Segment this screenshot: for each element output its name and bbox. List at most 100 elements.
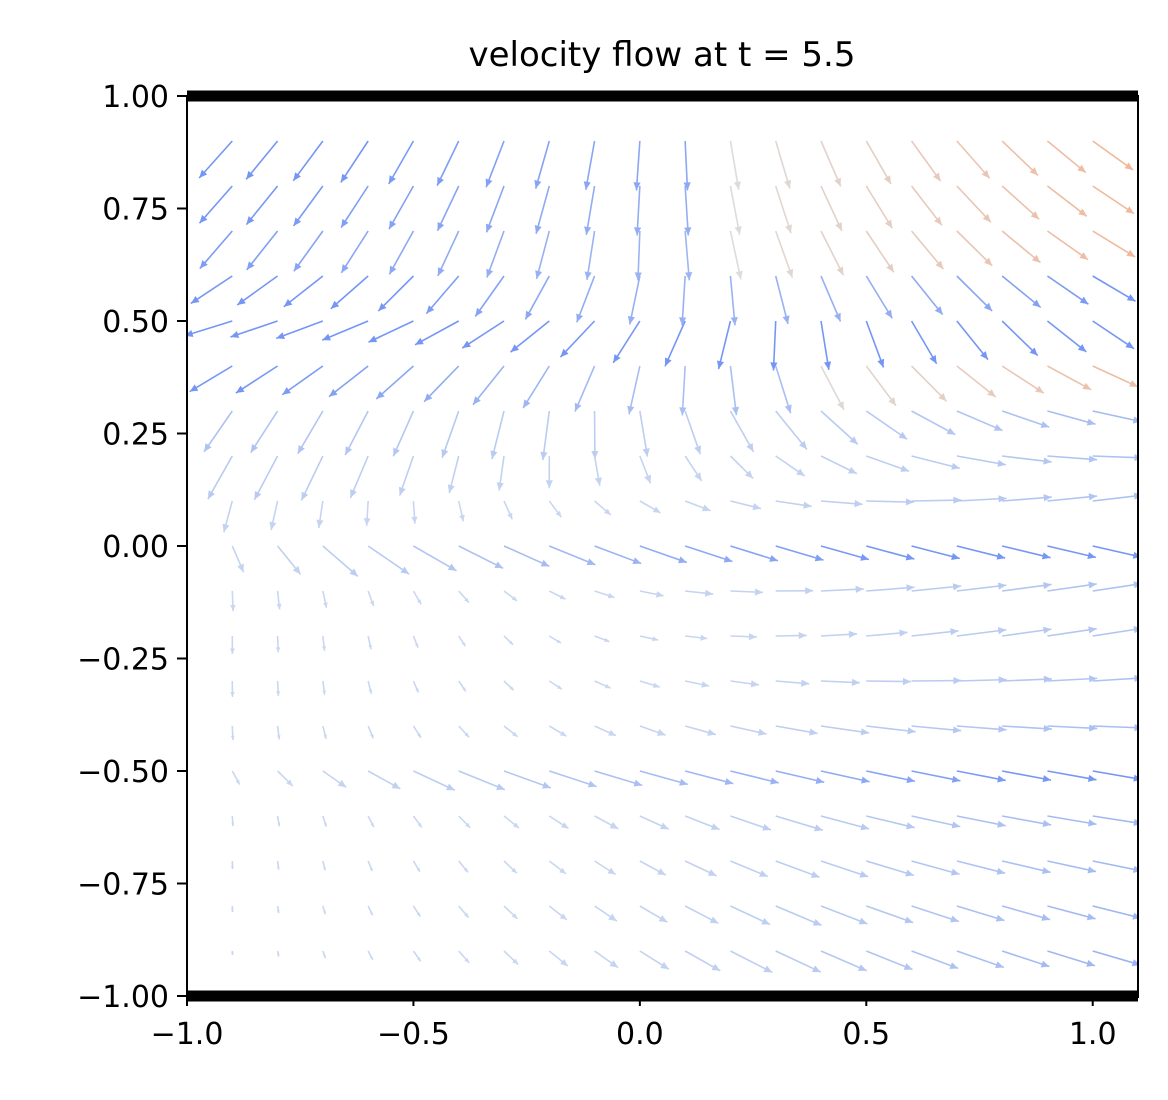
velocity-arrow [198, 140, 233, 179]
velocity-arrow [1002, 678, 1052, 682]
velocity-arrow-head [545, 480, 553, 489]
velocity-arrow-head [246, 170, 254, 180]
velocity-arrow-head [511, 596, 518, 601]
velocity-arrow-head [762, 823, 771, 831]
velocity-arrow [774, 275, 789, 325]
velocity-arrow-head [1087, 866, 1097, 874]
velocity-arrow [684, 185, 690, 236]
velocity-arrow-head [707, 869, 717, 876]
velocity-arrow [1002, 725, 1052, 730]
y-tick-label: 0.00 [102, 530, 169, 565]
velocity-arrow-head [231, 865, 234, 869]
velocity-arrow-head [323, 823, 327, 827]
velocity-arrow-head [982, 213, 991, 223]
velocity-arrow-head [1133, 581, 1138, 589]
velocity-arrow-head [855, 585, 864, 593]
velocity-arrow-head [587, 780, 597, 788]
velocity-arrow-head [222, 523, 230, 533]
velocity-arrow [1002, 496, 1052, 502]
velocity-arrow-head [277, 823, 281, 827]
velocity-arrow-head [559, 913, 567, 920]
velocity-arrow-head [786, 268, 794, 278]
velocity-arrow-head [609, 960, 619, 968]
velocity-arrow [474, 275, 505, 317]
velocity-arrow [684, 770, 734, 785]
velocity-arrow-head [560, 959, 568, 967]
velocity-arrow [425, 275, 460, 315]
velocity-arrow [866, 725, 916, 733]
velocity-arrow-head [337, 779, 347, 788]
y-tick-label: 0.50 [102, 305, 169, 340]
velocity-arrow-head [1041, 552, 1051, 560]
velocity-arrow-head [784, 179, 792, 189]
velocity-arrow-head [437, 176, 444, 186]
velocity-arrow-head [952, 583, 962, 591]
velocity-arrow-head [283, 298, 293, 307]
velocity-arrow-head [951, 462, 960, 470]
velocity-arrow [413, 545, 457, 572]
velocity-arrow-head [950, 628, 959, 636]
velocity-arrow-head [983, 302, 993, 311]
velocity-arrow-head [613, 354, 621, 363]
velocity-arrow [246, 230, 279, 271]
velocity-arrow [956, 140, 991, 179]
velocity-arrow-head [486, 268, 494, 278]
velocity-arrow [368, 320, 414, 343]
velocity-arrow-head [723, 555, 733, 563]
velocity-arrow [190, 275, 233, 305]
velocity-arrow [293, 230, 324, 272]
velocity-arrow-head [417, 822, 422, 828]
x-tick-label: −0.5 [377, 1017, 450, 1052]
velocity-arrow-head [437, 222, 445, 231]
velocity-arrow [775, 770, 825, 784]
velocity-arrow-head [512, 822, 520, 829]
velocity-arrow [594, 770, 643, 787]
velocity-arrow [1092, 320, 1135, 350]
velocity-arrow [820, 140, 842, 187]
velocity-arrow [1092, 365, 1138, 388]
velocity-arrow [524, 275, 550, 320]
velocity-arrow [729, 275, 736, 326]
velocity-arrow [956, 815, 1006, 827]
velocity-arrow-head [292, 565, 301, 575]
velocity-arrow-head [785, 224, 792, 234]
velocity-arrow [503, 770, 552, 789]
velocity-arrow [1001, 950, 1050, 968]
velocity-arrow-head [906, 584, 915, 592]
velocity-arrow-head [464, 732, 470, 738]
velocity-arrow-head [1133, 626, 1138, 634]
velocity-arrow-head [1079, 252, 1089, 260]
velocity-arrow-head [898, 431, 908, 440]
velocity-arrow [1002, 583, 1052, 592]
velocity-arrow-head [1042, 775, 1052, 783]
velocity-arrow-head [997, 459, 1006, 467]
velocity-arrow-head [694, 445, 702, 455]
velocity-arrow [576, 275, 596, 323]
velocity-arrow-head [761, 917, 771, 925]
velocity-arrow [956, 950, 1005, 969]
plot-frame [186, 95, 1139, 998]
velocity-arrow-head [189, 384, 199, 392]
velocity-arrow [340, 230, 369, 274]
velocity-arrow-head [834, 177, 841, 187]
velocity-arrow [635, 140, 641, 191]
velocity-arrow-head [949, 962, 959, 969]
velocity-arrow [775, 905, 822, 927]
velocity-arrow-head [861, 776, 870, 784]
velocity-arrow-head [805, 587, 814, 595]
velocity-arrow [441, 410, 460, 458]
velocity-arrow [730, 770, 779, 784]
velocity-arrow [230, 320, 278, 338]
velocity-arrow [250, 410, 279, 454]
velocity-arrow-head [815, 776, 825, 784]
velocity-arrow [910, 185, 943, 226]
velocity-arrow [292, 140, 324, 182]
velocity-arrow-head [1079, 296, 1089, 305]
velocity-arrow-head [744, 470, 754, 479]
velocity-arrow-head [609, 821, 619, 829]
velocity-arrow [1092, 455, 1138, 459]
velocity-arrow-head [877, 358, 885, 368]
velocity-arrow [253, 455, 279, 501]
velocity-arrow [1002, 455, 1052, 463]
velocity-arrow-head [1042, 867, 1051, 875]
